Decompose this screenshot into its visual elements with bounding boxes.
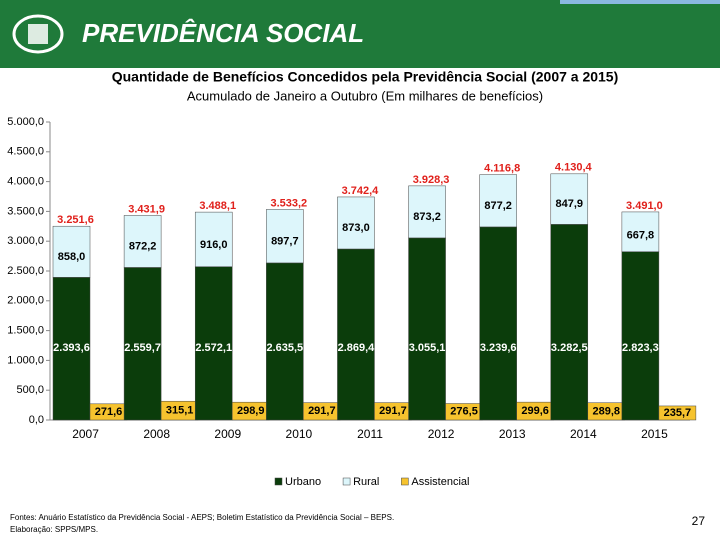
bar-segment [550, 173, 589, 225]
x-tick-label: 2014 [570, 427, 597, 441]
y-tick-label: 5.000,0 [7, 116, 44, 128]
value-label: 291,7 [379, 405, 407, 417]
y-tick-label: 500,0 [16, 384, 44, 396]
value-label: 2.823,3 [622, 342, 659, 354]
x-tick-label: 2012 [428, 427, 455, 441]
legend-label: Assistencial [411, 476, 469, 488]
value-label: 858,0 [58, 251, 86, 263]
value-label: 3.239,6 [480, 342, 517, 354]
bar-segment [123, 215, 162, 268]
bar-segment [123, 267, 162, 421]
y-tick-label: 3.000,0 [7, 235, 44, 247]
bar-segment [194, 266, 233, 421]
value-label: 299,6 [521, 405, 549, 417]
value-label: 2.635,5 [266, 342, 303, 354]
bar-segment [337, 248, 375, 421]
y-tick-label: 2.500,0 [7, 265, 44, 277]
x-tick-label: 2013 [499, 427, 526, 441]
total-label: 3.491,0 [626, 200, 663, 212]
total-label: 3.488,1 [199, 200, 236, 212]
x-tick-label: 2010 [286, 427, 313, 441]
x-tick-label: 2008 [143, 427, 170, 441]
x-tick-label: 2007 [72, 427, 99, 441]
legend-label: Urbano [285, 476, 321, 488]
footer-credit: Elaboração: SPPS/MPS. [10, 525, 98, 534]
total-label: 4.130,4 [555, 162, 593, 174]
value-label: 2.559,7 [124, 342, 161, 354]
bar-segment [550, 224, 589, 421]
bar-segment [658, 405, 697, 421]
total-label: 3.533,2 [270, 197, 307, 209]
value-label: 2.572,1 [195, 342, 232, 354]
value-label: 667,8 [627, 230, 655, 242]
bar-segment [194, 211, 233, 267]
bar-segment [337, 196, 375, 250]
x-tick-label: 2009 [214, 427, 241, 441]
value-label: 276,5 [450, 406, 478, 418]
logo [12, 14, 64, 54]
bar-segment [52, 277, 91, 421]
value-label: 291,7 [308, 405, 336, 417]
value-label: 298,9 [237, 405, 265, 417]
legend-label: Rural [353, 476, 379, 488]
value-label: 877,2 [484, 200, 512, 212]
chart-title: Quantidade de Benefícios Concedidos pela… [112, 69, 619, 85]
value-label: 3.282,5 [551, 342, 588, 354]
value-label: 3.055,1 [409, 342, 446, 354]
value-label: 315,1 [166, 405, 194, 417]
y-tick-label: 1.000,0 [7, 354, 44, 366]
bar-segment [266, 209, 304, 264]
value-label: 873,0 [342, 222, 370, 234]
y-tick-label: 1.500,0 [7, 325, 44, 337]
value-label: 271,6 [95, 406, 123, 418]
legend-swatch [342, 477, 351, 486]
x-tick-label: 2015 [641, 427, 668, 441]
bar-segment [479, 174, 517, 228]
value-label: 289,8 [593, 405, 621, 417]
total-label: 3.251,6 [57, 214, 94, 226]
page-number: 27 [692, 514, 706, 528]
total-label: 3.431,9 [128, 203, 165, 215]
header-title: PREVIDÊNCIA SOCIAL [82, 18, 364, 48]
y-tick-label: 0,0 [29, 414, 44, 426]
header-band [0, 0, 720, 68]
total-label: 3.928,3 [413, 174, 450, 186]
logo-mark [28, 24, 48, 44]
bar-segment [408, 237, 446, 421]
chart-subtitle: Acumulado de Janeiro a Outubro (Em milha… [187, 88, 543, 103]
bar-segment [479, 226, 517, 421]
footer-source: Fontes: Anuário Estatístico da Previdênc… [10, 513, 394, 522]
legend-swatch [274, 477, 283, 486]
bar-segment [52, 225, 91, 278]
value-label: 897,7 [271, 235, 299, 247]
header-accent [560, 0, 720, 4]
y-tick-label: 4.000,0 [7, 176, 44, 188]
y-tick-label: 4.500,0 [7, 146, 44, 158]
value-label: 873,2 [413, 211, 441, 223]
y-tick-label: 2.000,0 [7, 295, 44, 307]
value-label: 2.869,4 [338, 342, 376, 354]
value-label: 2.393,6 [53, 342, 90, 354]
value-label: 235,7 [664, 407, 692, 419]
value-label: 847,9 [556, 198, 584, 210]
legend-swatch [401, 477, 409, 486]
total-label: 3.742,4 [342, 185, 380, 197]
bar-segment [408, 185, 446, 239]
bar-segment [621, 251, 660, 421]
bar-segment [621, 211, 660, 252]
x-tick-label: 2011 [357, 427, 383, 441]
total-label: 4.116,8 [484, 163, 520, 175]
value-label: 916,0 [200, 239, 228, 251]
value-label: 872,2 [129, 241, 157, 253]
y-tick-label: 3.500,0 [7, 205, 44, 217]
